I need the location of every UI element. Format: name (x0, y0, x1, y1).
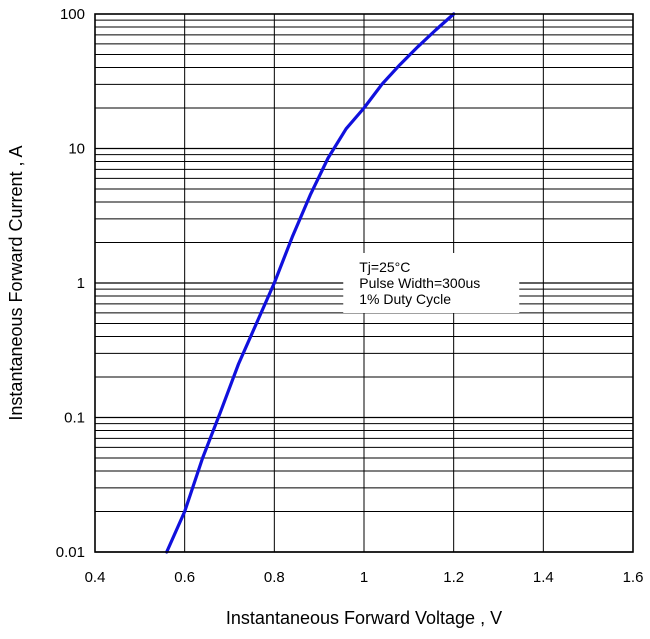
annotation-line: Tj=25°C (359, 259, 410, 275)
curves (165, 12, 456, 554)
tick-labels: 0.4 0.6 0.8 1 1.2 1.4 1.6 0.01 0.1 1 10 100 (56, 6, 644, 586)
y-tick-label: 0.1 (64, 410, 85, 427)
x-tick-label: 1.4 (533, 569, 554, 586)
x-axis-label: Instantaneous Forward Voltage , V (226, 608, 502, 628)
y-tick-label: 100 (60, 6, 85, 23)
annotation-line: 1% Duty Cycle (359, 291, 451, 307)
x-tick-label: 1.2 (443, 569, 464, 586)
x-tick-label: 0.4 (85, 569, 106, 586)
x-tick-label: 0.8 (264, 569, 285, 586)
y-tick-label: 10 (68, 141, 85, 158)
x-tick-label: 1.6 (623, 569, 644, 586)
y-tick-label: 1 (77, 275, 85, 292)
annotation-line: Pulse Width=300us (359, 275, 480, 291)
y-tick-label: 0.01 (56, 544, 85, 561)
y-axis-label: Instantaneous Forward Current , A (6, 145, 26, 420)
plot-frame (94, 13, 634, 553)
x-tick-label: 0.6 (174, 569, 195, 586)
series-line (165, 12, 456, 554)
annotation-box (343, 253, 520, 313)
x-tick-label: 1 (360, 569, 368, 586)
